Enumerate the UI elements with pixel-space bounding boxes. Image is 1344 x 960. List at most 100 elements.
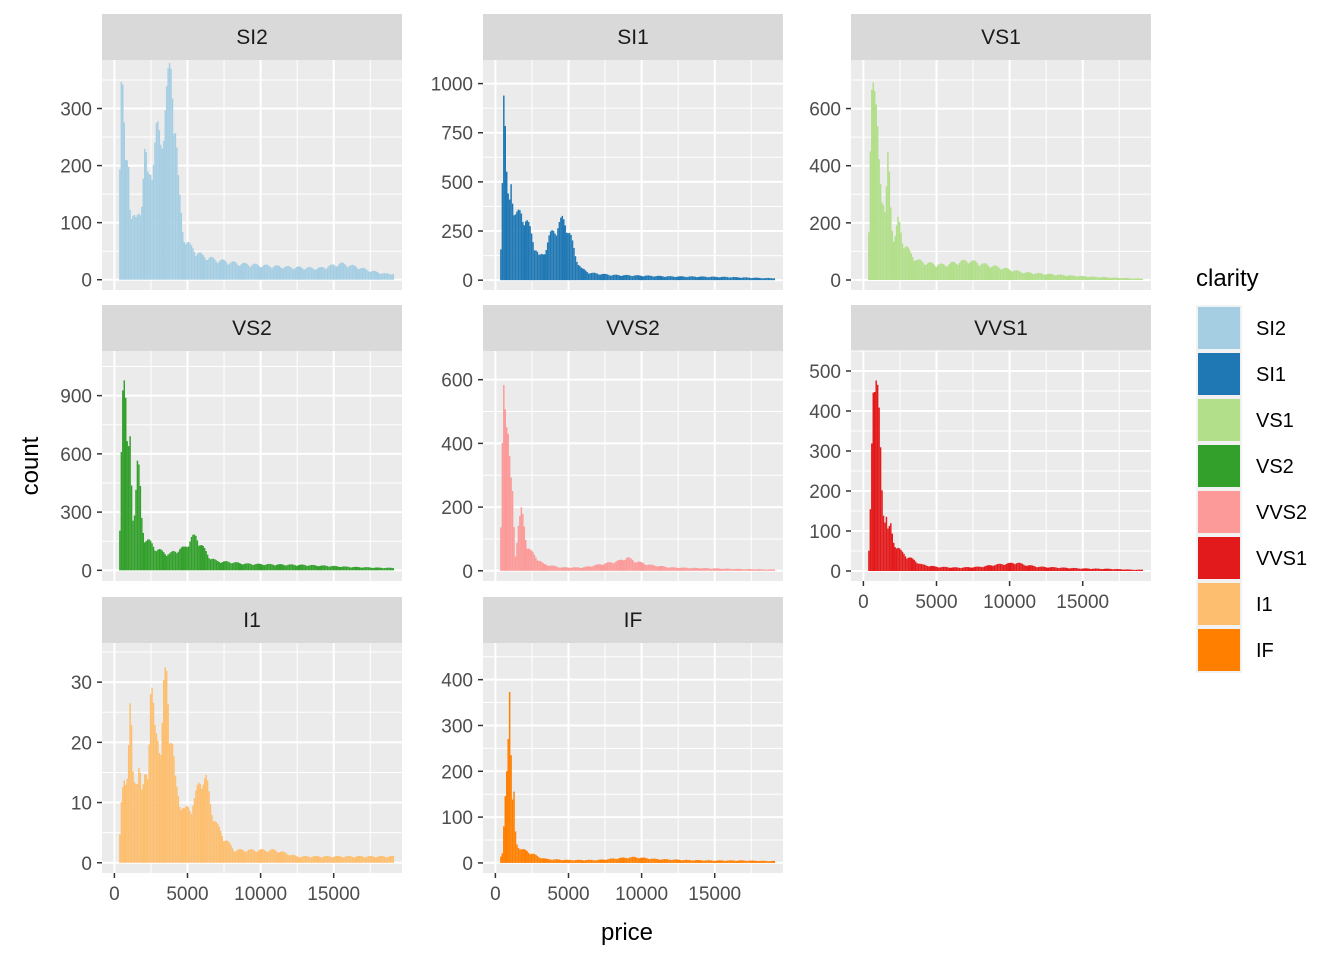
histogram-bar [701, 860, 704, 863]
histogram-bar [592, 566, 594, 571]
histogram-bar [303, 269, 305, 280]
histogram-bar [373, 270, 376, 280]
histogram-bar [640, 275, 642, 281]
histogram-bar [189, 541, 191, 571]
histogram-bar [369, 567, 371, 571]
histogram-bar [719, 568, 721, 571]
histogram-bar [196, 784, 199, 863]
histogram-bar [202, 545, 204, 571]
histogram-bar [712, 276, 714, 281]
x-tick-label: 15000 [688, 884, 741, 905]
histogram-bar [182, 232, 184, 280]
histogram-bar [969, 262, 971, 280]
histogram-bar [344, 264, 346, 280]
histogram-bar [685, 859, 688, 863]
histogram-bar [577, 264, 580, 281]
histogram-bar [1024, 272, 1027, 280]
histogram-bar [174, 133, 177, 280]
histogram-bar [1050, 274, 1053, 280]
histogram-bar [1068, 568, 1070, 571]
histogram-bar [335, 566, 338, 571]
histogram-bar [1138, 569, 1141, 571]
histogram-bar [1100, 569, 1103, 571]
histogram-bar [955, 567, 958, 571]
histogram-bar [636, 562, 638, 571]
histogram-bar [1055, 275, 1057, 280]
histogram-bar [1084, 568, 1087, 571]
legend-swatch [1198, 353, 1240, 395]
histogram-bar [326, 566, 329, 571]
histogram-bar [739, 277, 742, 281]
histogram-bar [541, 561, 543, 571]
histogram-bar [608, 562, 610, 571]
histogram-bars [119, 380, 395, 571]
histogram-bar [677, 276, 679, 281]
histogram-bar [376, 271, 378, 280]
histogram-bar [625, 274, 628, 281]
histogram-bar [1050, 567, 1053, 571]
histogram-bar [693, 567, 695, 571]
histogram-bar [890, 207, 892, 280]
histogram-bar [904, 246, 907, 280]
histogram-bar [1105, 568, 1107, 571]
histogram-bar [1064, 567, 1066, 571]
histogram-bar [574, 860, 577, 863]
histogram-bar [980, 264, 983, 280]
histogram-bar [718, 860, 720, 863]
histogram-bar [277, 265, 279, 280]
histogram-bar [532, 552, 534, 571]
histogram-bar [631, 559, 634, 571]
histogram-bar [323, 565, 326, 571]
histogram-bar [998, 267, 1000, 280]
histogram-bar [334, 856, 336, 863]
histogram-bar [725, 860, 727, 863]
histogram-bar [993, 565, 996, 571]
histogram-bar [631, 276, 634, 281]
histogram-bar [230, 563, 232, 571]
histogram-bar [1009, 270, 1012, 280]
histogram-bar [1112, 277, 1114, 280]
histogram-bar [168, 553, 171, 571]
histogram-bar [220, 562, 222, 571]
histogram-bar [999, 269, 1002, 280]
histogram-bar [935, 566, 937, 571]
histogram-bar [511, 799, 514, 863]
histogram-bar [773, 860, 776, 863]
histogram-bar [142, 178, 145, 280]
histogram-bar [620, 559, 622, 571]
histogram-bar [750, 278, 752, 281]
histogram-bar [976, 262, 978, 280]
histogram-bar [145, 541, 147, 571]
histogram-bar [539, 858, 542, 863]
histogram-bar [593, 565, 596, 571]
histogram-bar [236, 562, 238, 571]
histogram-bar [275, 564, 278, 571]
histogram-bar [660, 565, 663, 571]
histogram-bar [180, 809, 183, 863]
histogram-bar [237, 849, 240, 863]
histogram-bar [719, 860, 721, 863]
histogram-bar [694, 860, 697, 863]
histogram-bar [199, 784, 202, 863]
histogram-bar [532, 853, 534, 863]
histogram-bar [761, 278, 764, 281]
histogram-bar [729, 568, 732, 571]
histogram-bar [603, 563, 606, 571]
histogram-bar [138, 464, 140, 571]
histogram-bar [1132, 278, 1135, 280]
histogram-bar [1107, 277, 1110, 280]
histogram-bar [209, 804, 212, 863]
histogram-bar [1126, 569, 1129, 571]
histogram-bar [579, 859, 581, 863]
histogram-bar [165, 670, 168, 863]
histogram-bar [189, 811, 191, 863]
histogram-bar [161, 550, 164, 571]
histogram-bar [646, 564, 648, 571]
histogram-bar [249, 267, 251, 280]
histogram-bar [662, 276, 664, 281]
histogram-bar [958, 567, 961, 571]
histogram-bar [516, 542, 518, 571]
histogram-bar [322, 267, 324, 280]
histogram-bar [925, 264, 927, 280]
histogram-bar [240, 849, 242, 863]
